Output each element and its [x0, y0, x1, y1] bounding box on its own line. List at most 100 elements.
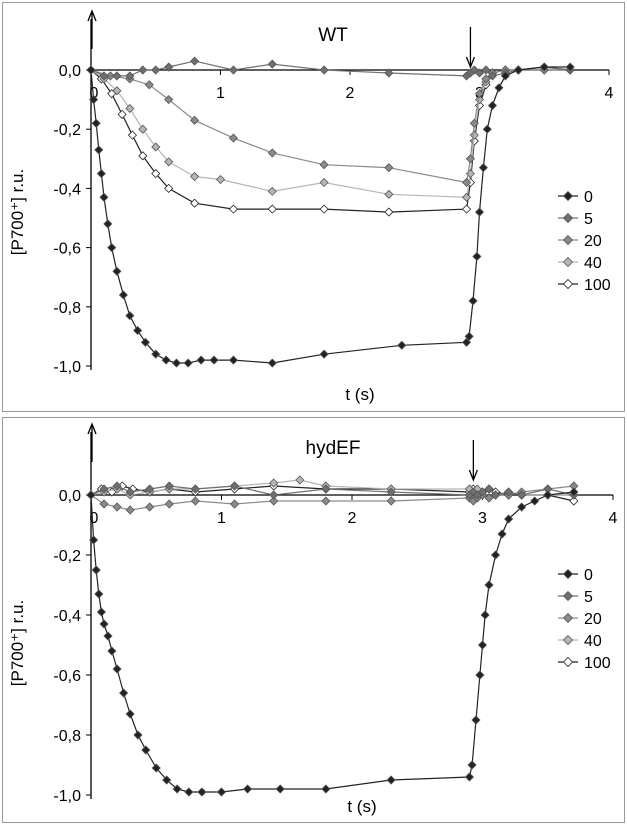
data-point-0 — [133, 325, 143, 336]
data-point-20 — [229, 499, 240, 509]
data-point-5 — [487, 71, 498, 81]
legend-marker — [562, 190, 574, 202]
data-point-5 — [481, 65, 491, 75]
data-point-100 — [127, 130, 138, 140]
data-point-40 — [164, 157, 174, 167]
data-point-40 — [295, 475, 305, 485]
data-point-0 — [96, 607, 107, 617]
x-tick-label: 1 — [216, 85, 225, 102]
data-point-20 — [144, 80, 154, 90]
data-point-0 — [482, 124, 492, 134]
data-point-0 — [513, 65, 523, 75]
data-point-100 — [228, 204, 239, 214]
data-point-0 — [151, 349, 161, 359]
chart-panel-hydef: 0,0 -0,2 -0,4 -0,6 -0,8 -1,0 0 1 2 3 4 t (s) [P700⁺]… — [2, 417, 625, 823]
data-point-0 — [321, 784, 331, 794]
legend-label: 0 — [584, 567, 593, 584]
data-point-0 — [112, 664, 122, 674]
data-point-0 — [183, 358, 193, 368]
data-point-0 — [397, 340, 407, 350]
series-line-5 — [90, 60, 571, 77]
data-point-5 — [517, 490, 527, 500]
y-tick-label: -0,2 — [53, 548, 81, 565]
data-point-5 — [125, 487, 135, 497]
data-point-100 — [461, 204, 472, 214]
data-point-5 — [190, 484, 200, 494]
data-point-0 — [386, 775, 396, 785]
data-point-0 — [490, 550, 501, 560]
data-point-0 — [500, 71, 510, 81]
data-point-100 — [164, 183, 174, 193]
data-point-5 — [490, 490, 501, 500]
data-point-100 — [117, 109, 127, 119]
data-point-0 — [112, 266, 122, 276]
light-off-arrowhead — [468, 469, 478, 482]
data-point-5 — [145, 484, 155, 494]
data-point-5 — [229, 481, 240, 491]
data-point-20 — [461, 177, 472, 188]
y-tick-label: -0,6 — [53, 241, 81, 258]
data-point-0 — [91, 118, 101, 128]
data-point-20 — [484, 493, 494, 503]
data-point-20 — [386, 496, 396, 506]
data-point-5 — [190, 56, 200, 66]
data-point-0 — [275, 784, 285, 794]
data-point-20 — [269, 496, 279, 506]
data-point-20 — [125, 505, 135, 515]
y-tick-label: -0,8 — [53, 300, 81, 317]
data-point-0 — [484, 580, 494, 590]
data-point-100 — [384, 207, 394, 217]
light-off-arrowhead — [465, 56, 476, 69]
data-point-0 — [119, 688, 129, 698]
data-point-0 — [118, 290, 128, 300]
data-point-5 — [267, 59, 277, 69]
data-point-0 — [197, 787, 207, 797]
light-on-arrowhead — [87, 9, 97, 22]
data-point-5 — [164, 62, 174, 72]
legend-marker — [562, 212, 574, 224]
data-point-0 — [196, 355, 206, 365]
data-point-5 — [321, 484, 331, 494]
data-point-0 — [517, 502, 527, 512]
legend-label: 20 — [584, 611, 602, 628]
data-point-20 — [321, 496, 331, 506]
light-on-arrowhead — [87, 422, 97, 435]
data-point-0 — [480, 610, 490, 620]
data-point-5 — [112, 71, 122, 81]
legend-label: 100 — [584, 277, 611, 294]
data-point-5 — [99, 484, 109, 494]
data-point-5 — [151, 65, 161, 75]
data-point-20 — [164, 95, 174, 105]
series-line-0 — [90, 66, 571, 364]
x-tick-label: 1 — [217, 510, 226, 527]
data-point-20 — [474, 89, 485, 99]
data-point-0 — [107, 646, 117, 656]
data-point-100 — [138, 151, 148, 161]
data-point-5 — [164, 481, 174, 491]
data-point-5 — [386, 487, 396, 497]
data-point-0 — [530, 496, 540, 506]
data-point-40 — [138, 124, 148, 134]
data-point-20 — [145, 502, 155, 512]
data-point-5 — [228, 65, 239, 75]
data-point-20 — [469, 118, 479, 128]
legend-marker — [562, 568, 574, 580]
data-point-5 — [125, 71, 135, 81]
data-point-0 — [140, 337, 150, 347]
data-point-0 — [172, 784, 182, 794]
legend-label: 0 — [584, 189, 593, 206]
data-point-0 — [475, 670, 485, 680]
data-point-0 — [319, 349, 329, 359]
y-tick-label: 0,0 — [59, 488, 81, 505]
data-point-0 — [91, 565, 101, 575]
data-point-40 — [190, 171, 200, 182]
data-point-5 — [269, 490, 279, 500]
data-point-0 — [209, 355, 219, 365]
data-point-0 — [89, 535, 99, 545]
data-point-0 — [89, 95, 99, 105]
legend-label: 40 — [584, 633, 602, 650]
y-tick-label: 0,0 — [59, 63, 81, 80]
